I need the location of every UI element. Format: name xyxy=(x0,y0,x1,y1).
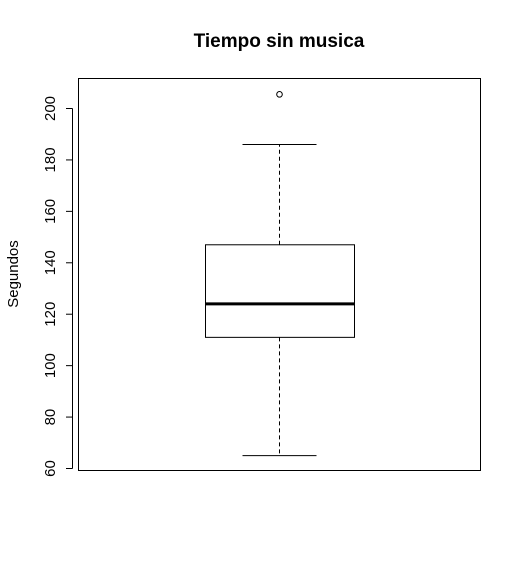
boxplot xyxy=(205,91,355,457)
outlier-point-0 xyxy=(276,91,283,98)
y-tick-label-120: 120 xyxy=(42,302,59,327)
y-tick-label-200: 200 xyxy=(42,96,59,121)
y-tick-label-100: 100 xyxy=(42,353,59,378)
interquartile-box xyxy=(205,244,355,338)
plot-frame xyxy=(78,78,481,471)
y-axis: 60 80 100 120 140 160 180 200 xyxy=(42,96,73,477)
y-axis-label: Segundos xyxy=(5,240,22,308)
chart-title: Tiempo sin musica xyxy=(194,31,365,52)
y-tick-label-180: 180 xyxy=(42,147,59,172)
y-tick-label-60: 60 xyxy=(42,460,59,477)
y-tick-label-140: 140 xyxy=(42,250,59,275)
y-tick-label-80: 80 xyxy=(42,409,59,426)
y-tick-label-160: 160 xyxy=(42,199,59,224)
